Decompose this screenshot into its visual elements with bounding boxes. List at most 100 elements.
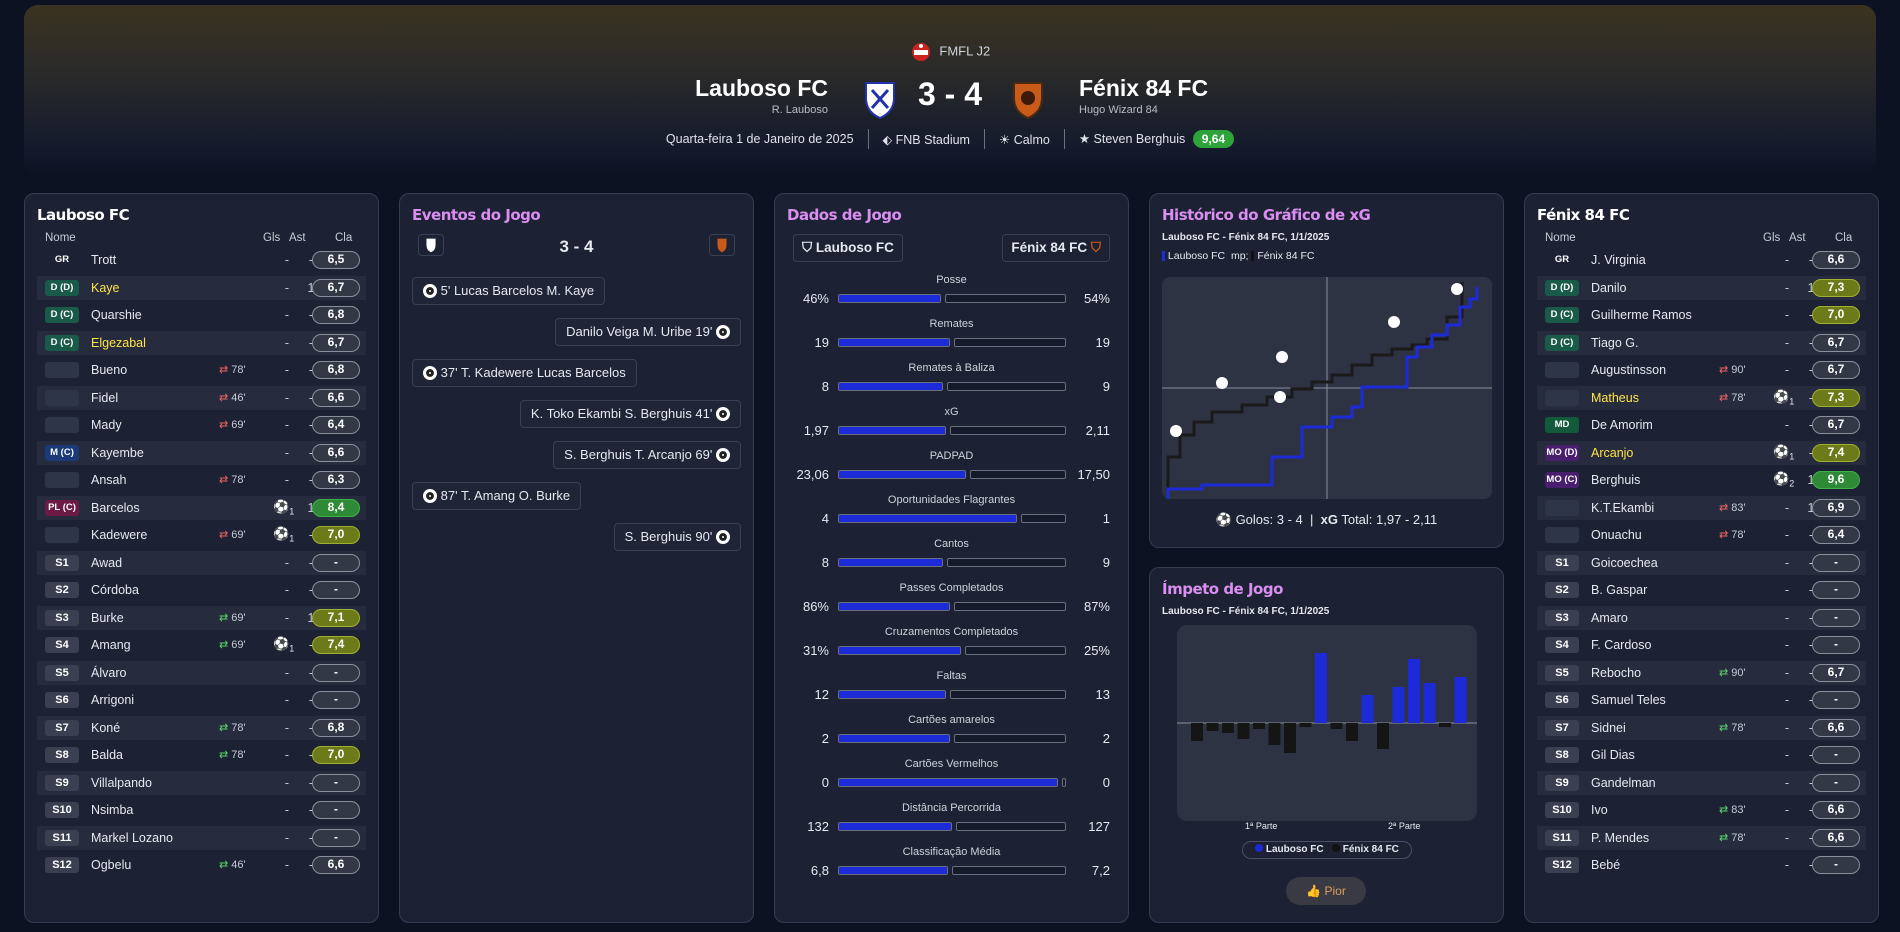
player-name[interactable]: Arrigoni xyxy=(91,693,135,707)
player-row[interactable]: S11 P. Mendes ⇄ 78' - -6,6 xyxy=(1537,825,1866,850)
player-row[interactable]: S4 F. Cardoso - - - xyxy=(1537,633,1866,657)
competition[interactable]: FMFL J2 xyxy=(24,41,1876,63)
col-ast[interactable]: Ast xyxy=(289,232,306,244)
player-row[interactable]: Augustinsson ⇄ 90' - -6,7 xyxy=(1537,358,1866,382)
player-name[interactable]: Quarshie xyxy=(91,308,142,322)
player-row[interactable]: S12 Bebé - - - xyxy=(1537,853,1866,877)
player-row[interactable]: MD De Amorim - -6,7 xyxy=(1537,413,1866,437)
player-row[interactable]: S10 Nsimba - - - xyxy=(37,798,366,822)
player-name[interactable]: Berghuis xyxy=(1591,473,1641,487)
player-row[interactable]: S3 Amaro - - - xyxy=(1537,605,1866,630)
player-row[interactable]: S6 Arrigoni - - - xyxy=(37,688,366,712)
player-name[interactable]: Augustinsson xyxy=(1591,363,1667,377)
col-ast[interactable]: Ast xyxy=(1789,232,1806,244)
col-gls[interactable]: Gls xyxy=(263,232,281,244)
player-row[interactable]: GR Trott - -6,5 xyxy=(37,248,366,272)
player-row[interactable]: S11 Markel Lozano - - - xyxy=(37,825,366,850)
player-row[interactable]: S8 Balda ⇄ 78' - -7,0 xyxy=(37,743,366,767)
player-row[interactable]: MO (C) Berghuis ⚽2 1 9,6 xyxy=(1537,468,1866,492)
player-name[interactable]: Samuel Teles xyxy=(1591,693,1666,707)
player-name[interactable]: Amaro xyxy=(1591,610,1628,625)
player-name[interactable]: De Amorim xyxy=(1591,418,1653,432)
player-name[interactable]: Koné xyxy=(91,720,121,735)
player-row[interactable]: PL (C) Barcelos ⚽1 1 8,4 xyxy=(37,495,366,520)
player-row[interactable]: Mady ⇄ 69' - -6,4 xyxy=(37,413,366,437)
player-name[interactable]: F. Cardoso xyxy=(1591,638,1652,652)
away-crest-icon[interactable] xyxy=(1010,80,1046,120)
player-row[interactable]: Bueno ⇄ 78' - -6,8 xyxy=(37,358,366,382)
player-name[interactable]: Villalpando xyxy=(91,775,152,790)
player-row[interactable]: S10 Ivo ⇄ 83' - -6,6 xyxy=(1537,798,1866,822)
player-row[interactable]: S3 Burke ⇄ 69' - 1 7,1 xyxy=(37,605,366,630)
player-row[interactable]: S4 Amang ⇄ 69' ⚽1-7,4 xyxy=(37,633,366,657)
stadium[interactable]: ⬖ FNB Stadium xyxy=(869,132,984,147)
player-row[interactable]: Ansah ⇄ 78' - -6,3 xyxy=(37,468,366,492)
player-row[interactable]: S2 Córdoba - - - xyxy=(37,578,366,602)
player-name[interactable]: Bueno xyxy=(91,363,128,377)
player-row[interactable]: S1 Awad - - - xyxy=(37,550,366,575)
player-row[interactable]: D (C) Quarshie - -6,8 xyxy=(37,303,366,327)
player-name[interactable]: Tiago G. xyxy=(1591,335,1639,350)
momentum-chart[interactable] xyxy=(1177,625,1477,821)
player-name[interactable]: K.T.Ekambi xyxy=(1591,500,1655,515)
player-name[interactable]: Markel Lozano xyxy=(91,830,173,845)
player-name[interactable]: Guilherme Ramos xyxy=(1591,308,1692,322)
player-row[interactable]: D (C) Elgezabal - -6,7 xyxy=(37,330,366,355)
col-gls[interactable]: Gls xyxy=(1763,232,1781,244)
col-name[interactable]: Nome xyxy=(1545,232,1576,244)
event-item[interactable]: S. Berghuis 90' xyxy=(613,523,741,551)
player-name[interactable]: Ivo xyxy=(1591,803,1608,817)
player-row[interactable]: D (D) Danilo - 1 7,3 xyxy=(1537,275,1866,300)
player-row[interactable]: MO (D) Arcanjo ⚽1-7,4 xyxy=(1537,440,1866,465)
xg-chart[interactable] xyxy=(1162,277,1492,499)
player-name[interactable]: Trott xyxy=(91,253,117,267)
home-crest-icon[interactable] xyxy=(862,80,898,120)
player-name[interactable]: Córdoba xyxy=(91,583,139,597)
player-name[interactable]: Onuachu xyxy=(1591,528,1642,542)
player-of-match[interactable]: ★ Steven Berghuis 9,64 xyxy=(1065,130,1248,148)
player-row[interactable]: D (C) Tiago G. - -6,7 xyxy=(1537,330,1866,355)
player-name[interactable]: Ansah xyxy=(91,473,127,487)
player-name[interactable]: Danilo xyxy=(1591,280,1627,295)
player-row[interactable]: S5 Rebocho ⇄ 90' - -6,7 xyxy=(1537,660,1866,685)
player-name[interactable]: Goicoechea xyxy=(1591,555,1658,570)
player-name[interactable]: Mady xyxy=(91,418,122,432)
stats-away-team[interactable]: Fénix 84 FC ⛉ xyxy=(1002,234,1110,262)
away-team-name[interactable]: Fénix 84 FC xyxy=(1079,75,1209,101)
player-name[interactable]: J. Virginia xyxy=(1591,253,1646,267)
player-row[interactable]: S5 Álvaro - - - xyxy=(37,660,366,685)
col-name[interactable]: Nome xyxy=(45,232,76,244)
event-item[interactable]: 37' T. Kadewere Lucas Barcelos xyxy=(412,359,637,387)
worse-button[interactable]: 👍 Pior xyxy=(1286,877,1366,905)
player-name[interactable]: Amang xyxy=(91,638,131,652)
player-row[interactable]: Onuachu ⇄ 78' - -6,4 xyxy=(1537,523,1866,547)
player-name[interactable]: Sidnei xyxy=(1591,720,1626,735)
player-name[interactable]: Bebé xyxy=(1591,858,1621,872)
player-row[interactable]: S6 Samuel Teles - - - xyxy=(1537,688,1866,712)
player-name[interactable]: B. Gaspar xyxy=(1591,583,1648,597)
player-row[interactable]: S8 Gil Dias - - - xyxy=(1537,743,1866,767)
stats-home-team[interactable]: ⛉ Lauboso FC xyxy=(793,234,903,262)
player-row[interactable]: S7 Koné ⇄ 78' - -6,8 xyxy=(37,715,366,740)
player-row[interactable]: D (C) Guilherme Ramos - -7,0 xyxy=(1537,303,1866,327)
event-item[interactable]: 87' T. Amang O. Burke xyxy=(412,482,582,510)
player-row[interactable]: S12 Ogbelu ⇄ 46' - -6,6 xyxy=(37,853,366,877)
player-row[interactable]: K.T.Ekambi ⇄ 83' - 1 6,9 xyxy=(1537,495,1866,520)
player-row[interactable]: Fidel ⇄ 46' - -6,6 xyxy=(37,385,366,410)
player-name[interactable]: Kaye xyxy=(91,280,120,295)
player-row[interactable]: S2 B. Gaspar - - - xyxy=(1537,578,1866,602)
away-manager[interactable]: Hugo Wizard 84 xyxy=(1079,104,1158,116)
event-item[interactable]: K. Toko Ekambi S. Berghuis 41' xyxy=(519,400,741,428)
player-name[interactable]: Ogbelu xyxy=(91,858,132,872)
home-team-name[interactable]: Lauboso FC xyxy=(695,75,828,101)
player-name[interactable]: Kadewere xyxy=(91,528,148,542)
player-row[interactable]: Kadewere ⇄ 69' ⚽1-7,0 xyxy=(37,523,366,547)
player-name[interactable]: Rebocho xyxy=(1591,665,1642,680)
player-row[interactable]: M (C) Kayembe - -6,6 xyxy=(37,440,366,465)
player-name[interactable]: Gandelman xyxy=(1591,775,1656,790)
player-row[interactable]: S1 Goicoechea - - - xyxy=(1537,550,1866,575)
player-row[interactable]: S9 Gandelman - - - xyxy=(1537,770,1866,795)
home-team[interactable]: Lauboso FC R. Lauboso xyxy=(695,75,828,116)
player-name[interactable]: Burke xyxy=(91,610,124,625)
player-row[interactable]: D (D) Kaye - 1 6,7 xyxy=(37,275,366,300)
